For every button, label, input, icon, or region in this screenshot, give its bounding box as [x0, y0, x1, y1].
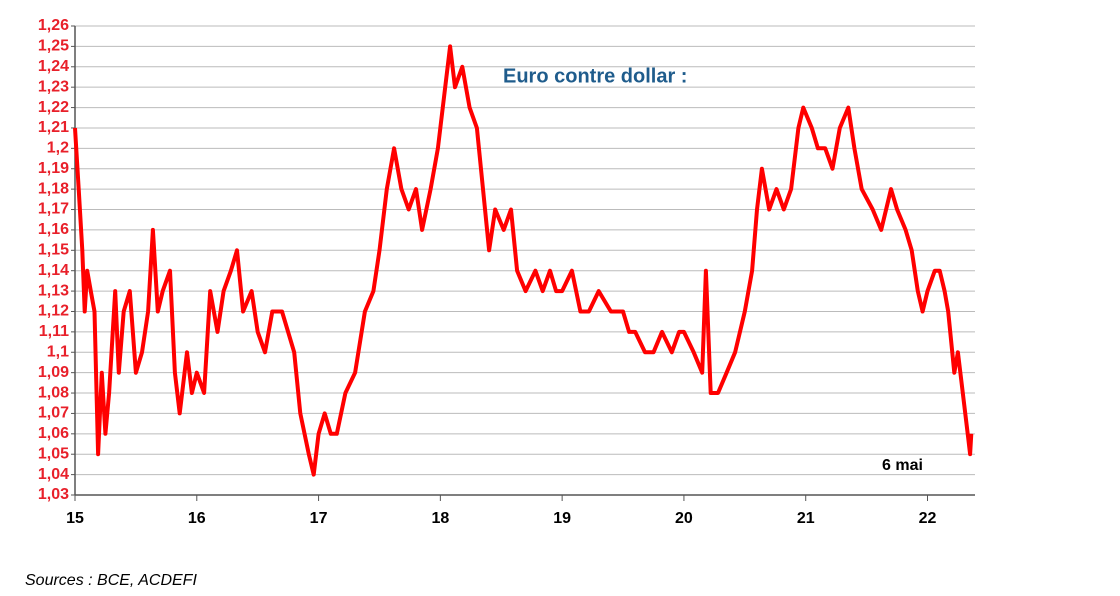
y-tick-label: 1,18 [38, 180, 69, 197]
chart-title: Euro contre dollar : [503, 65, 687, 87]
y-tick-label: 1,17 [38, 201, 69, 218]
y-tick-label: 1,13 [38, 282, 69, 299]
x-tick-label: 16 [188, 510, 206, 527]
x-tick-label: 17 [310, 510, 328, 527]
line-series [73, 44, 974, 477]
y-tick-label: 1,11 [39, 323, 69, 340]
y-tick-label: 1,22 [38, 99, 69, 116]
y-tick-label: 1,2 [47, 140, 69, 157]
source: Sources : BCE, ACDEFI [25, 572, 197, 589]
y-tick-label: 1,04 [38, 466, 69, 483]
y-tick-label: 1,24 [38, 58, 69, 75]
y-tick-label: 1,03 [38, 486, 69, 503]
x-tick-label: 15 [66, 510, 84, 527]
y-tick-label: 1,19 [38, 160, 69, 177]
y-tick-label: 1,16 [38, 221, 69, 238]
y-tick-label: 1,25 [38, 38, 69, 55]
y-tick-label: 1,08 [38, 384, 69, 401]
y-tick-label: 1,21 [38, 119, 69, 136]
x-tick-label: 22 [919, 510, 937, 527]
y-tick-label: 1,14 [38, 262, 69, 279]
annotation: 6 mai [882, 457, 923, 474]
x-tick-label: 19 [553, 510, 571, 527]
x-tick-label: 21 [797, 510, 815, 527]
x-tick-label: 20 [675, 510, 693, 527]
y-tick-label: 1,26 [38, 17, 69, 34]
y-tick-label: 1,1 [47, 343, 69, 360]
y-tick-label: 1,07 [38, 405, 69, 422]
y-tick-label: 1,12 [38, 303, 69, 320]
y-tick-label: 1,23 [38, 78, 69, 95]
y-tick-label: 1,06 [38, 425, 69, 442]
y-tick-label: 1,15 [38, 242, 69, 259]
y-tick-label: 1,09 [38, 364, 69, 381]
x-tick-label: 18 [431, 510, 449, 527]
y-tick-label: 1,05 [38, 445, 69, 462]
